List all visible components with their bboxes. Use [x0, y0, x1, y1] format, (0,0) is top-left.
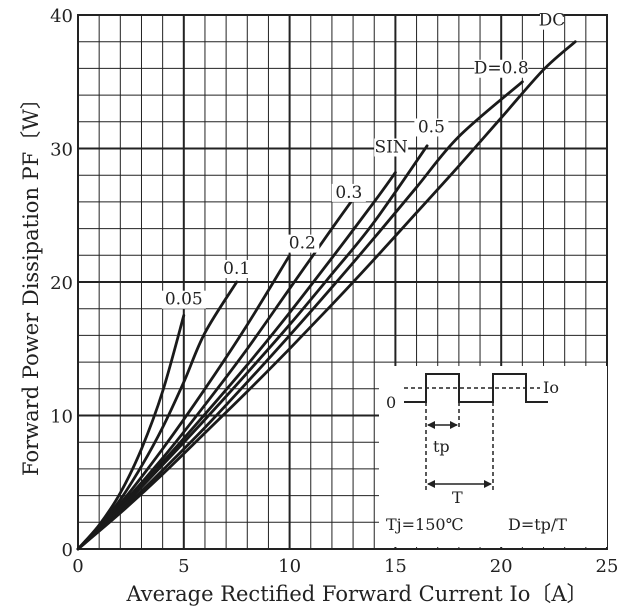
x-tick-label: 5: [178, 556, 189, 577]
t-arrow-head-left: [427, 480, 435, 488]
curve-0-2: [76, 253, 291, 551]
curve-label: 0.3: [335, 183, 362, 203]
inset-zero-label: 0: [386, 393, 396, 412]
tp-arrow-head-left: [427, 421, 435, 429]
x-tick-label: 0: [72, 556, 83, 577]
curve-label-bg: [374, 138, 409, 157]
y-tick-label: 30: [50, 140, 73, 161]
y-tick-label: 0: [62, 540, 73, 561]
tp-arrow-head-right: [450, 421, 458, 429]
curve-label: 0.2: [289, 234, 316, 254]
inset-tp-label: tp: [433, 437, 450, 456]
y-axis-title: Forward Power Dissipation PF〔W〕: [19, 88, 43, 476]
inset-tj-label: Tj=150℃: [386, 515, 463, 534]
x-tick-label: 25: [596, 556, 619, 577]
x-tick-label: 20: [490, 556, 513, 577]
inset-io-label: Io: [543, 378, 559, 397]
y-tick-label: 40: [50, 6, 73, 27]
curve-label-bg: [219, 259, 254, 278]
x-tick-label: 10: [278, 556, 301, 577]
y-tick-label: 20: [50, 273, 73, 294]
x-tick-label: 15: [384, 556, 407, 577]
inset-t-label: T: [452, 488, 463, 507]
curve-label: 0.05: [165, 290, 203, 310]
curve-labels: 0.05 0.1 0.2 0.3 SIN 0.5 D=0.8 DC: [161, 11, 566, 310]
curve-dc: [76, 40, 577, 551]
curves: [76, 40, 577, 551]
curve-label-bg: [285, 234, 320, 253]
y-tick-labels: 0 10 20 30 40: [50, 6, 73, 561]
curve-d-0-8: [76, 80, 524, 551]
x-tick-labels: 0 5 10 15 20 25: [72, 556, 618, 577]
inset-d-label: D=tp/T: [508, 515, 567, 534]
y-tick-label: 10: [50, 407, 73, 428]
waveform-inset: 0 Io tp T Tj=150℃ D=tp/T: [379, 366, 607, 547]
curve-label-bg: [161, 290, 206, 309]
plot-frame: [77, 14, 608, 550]
curve-label: 0.5: [418, 117, 445, 137]
t-arrow-head-right: [484, 480, 492, 488]
curve-label: SIN: [375, 138, 408, 158]
curve-label: 0.1: [223, 259, 250, 279]
curve-label-bg: [539, 11, 564, 30]
curve-label-bg: [474, 59, 529, 78]
curve-label-bg: [331, 183, 366, 202]
curve-label: D=0.8: [474, 59, 529, 79]
curve-0-5: [76, 144, 429, 551]
curve-0-05: [76, 314, 186, 551]
curve-label-bg: [414, 118, 449, 137]
curve-label: DC: [539, 11, 566, 31]
x-axis-title: Average Rectified Forward Current Io〔A〕: [125, 582, 587, 606]
